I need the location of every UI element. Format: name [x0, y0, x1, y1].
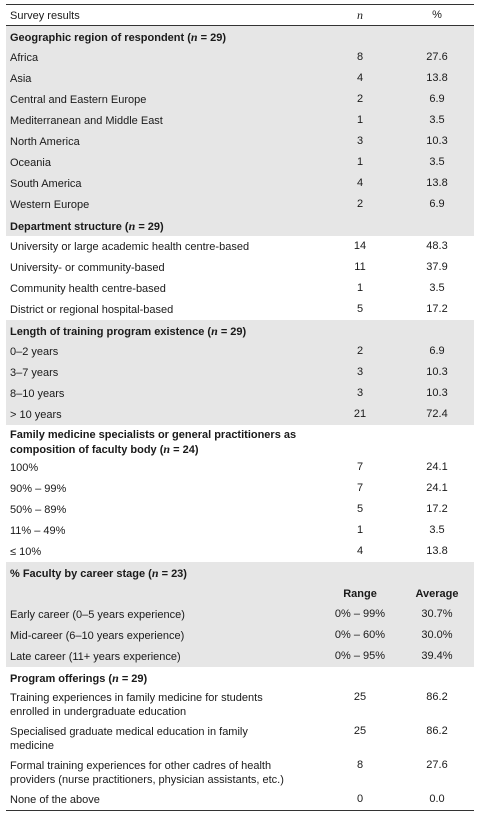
table-row: 8–10 years 3 10.3: [10, 387, 448, 400]
section-geographic-region: Geographic region of respondent (n = 29)…: [6, 26, 474, 215]
survey-results-table: Survey results n % Geographic region of …: [6, 4, 474, 811]
table-row: Oceania 1 3.5: [10, 156, 445, 169]
table-row: 3–7 years 3 10.3: [10, 366, 448, 379]
table-row: Mediterranean and Middle East 1 3.5: [10, 114, 445, 127]
table-header: Survey results n %: [6, 4, 474, 26]
section-title: % Faculty by career stage (n = 23): [10, 566, 187, 580]
table-row: Western Europe 2 6.9: [10, 198, 445, 211]
average-header: Average: [415, 588, 459, 600]
table-row: District or regional hospital-based 5 17.2: [10, 303, 448, 316]
section-training-length: Length of training program existence (n …: [6, 320, 474, 425]
header-percent: %: [432, 9, 442, 21]
table-row: 100% 7 24.1: [10, 461, 448, 474]
career-subheader: Range Average: [6, 583, 474, 604]
section-career-stage: % Faculty by career stage (n = 23) Range…: [6, 562, 474, 667]
table-row: 11% – 49% 1 3.5: [10, 524, 445, 537]
range-header: Range: [343, 588, 377, 600]
table-row: University or large academic health cent…: [10, 240, 448, 253]
header-n: n: [357, 8, 363, 22]
table-row: 0–2 years 2 6.9: [10, 345, 445, 358]
table-row: Training experiences in family medicine …: [10, 691, 448, 718]
table-row: None of the above 0 0.0: [10, 793, 445, 806]
section-department-structure: Department structure (n = 29) University…: [6, 215, 474, 320]
section-title: Geographic region of respondent (n = 29): [10, 30, 227, 44]
table-row: ≤ 10% 4 13.8: [10, 545, 448, 558]
table-row: 90% – 99% 7 24.1: [10, 482, 448, 495]
section-program-offerings: Program offerings (n = 29) Training expe…: [6, 667, 474, 811]
section-faculty-composition: Family medicine specialists or general p…: [6, 425, 474, 562]
table-row: North America 3 10.3: [10, 135, 448, 148]
section-title: Department structure (n = 29): [6, 215, 474, 236]
section-title: Program offerings (n = 29): [10, 671, 148, 685]
table-row: Asia 4 13.8: [10, 72, 448, 85]
table-row: Late career (11+ years experience) 0% – 9…: [10, 650, 453, 663]
table-row: Central and Eastern Europe 2 6.9: [10, 93, 445, 106]
table-row: Africa 8 27.6: [10, 51, 448, 64]
section-title: Length of training program existence (n …: [10, 324, 247, 338]
table-row: Community health centre-based 1 3.5: [10, 282, 445, 295]
table-row: 50% – 89% 5 17.2: [10, 503, 448, 516]
table-row: > 10 years 21 72.4: [10, 408, 448, 421]
table-row: Specialised graduate medical education i…: [10, 725, 448, 752]
table-row: South America 4 13.8: [10, 177, 448, 190]
section-title: Family medicine specialists or general p…: [10, 429, 297, 456]
table-row: Formal training experiences for other ca…: [10, 759, 448, 786]
header-survey-results: Survey results: [10, 10, 80, 22]
table-row: Mid-career (6–10 years experience) 0% – 6…: [10, 629, 453, 642]
table-row: Early career (0–5 years experience) 0% – …: [10, 608, 453, 621]
table-row: University- or community-based 11 37.9: [10, 261, 448, 274]
